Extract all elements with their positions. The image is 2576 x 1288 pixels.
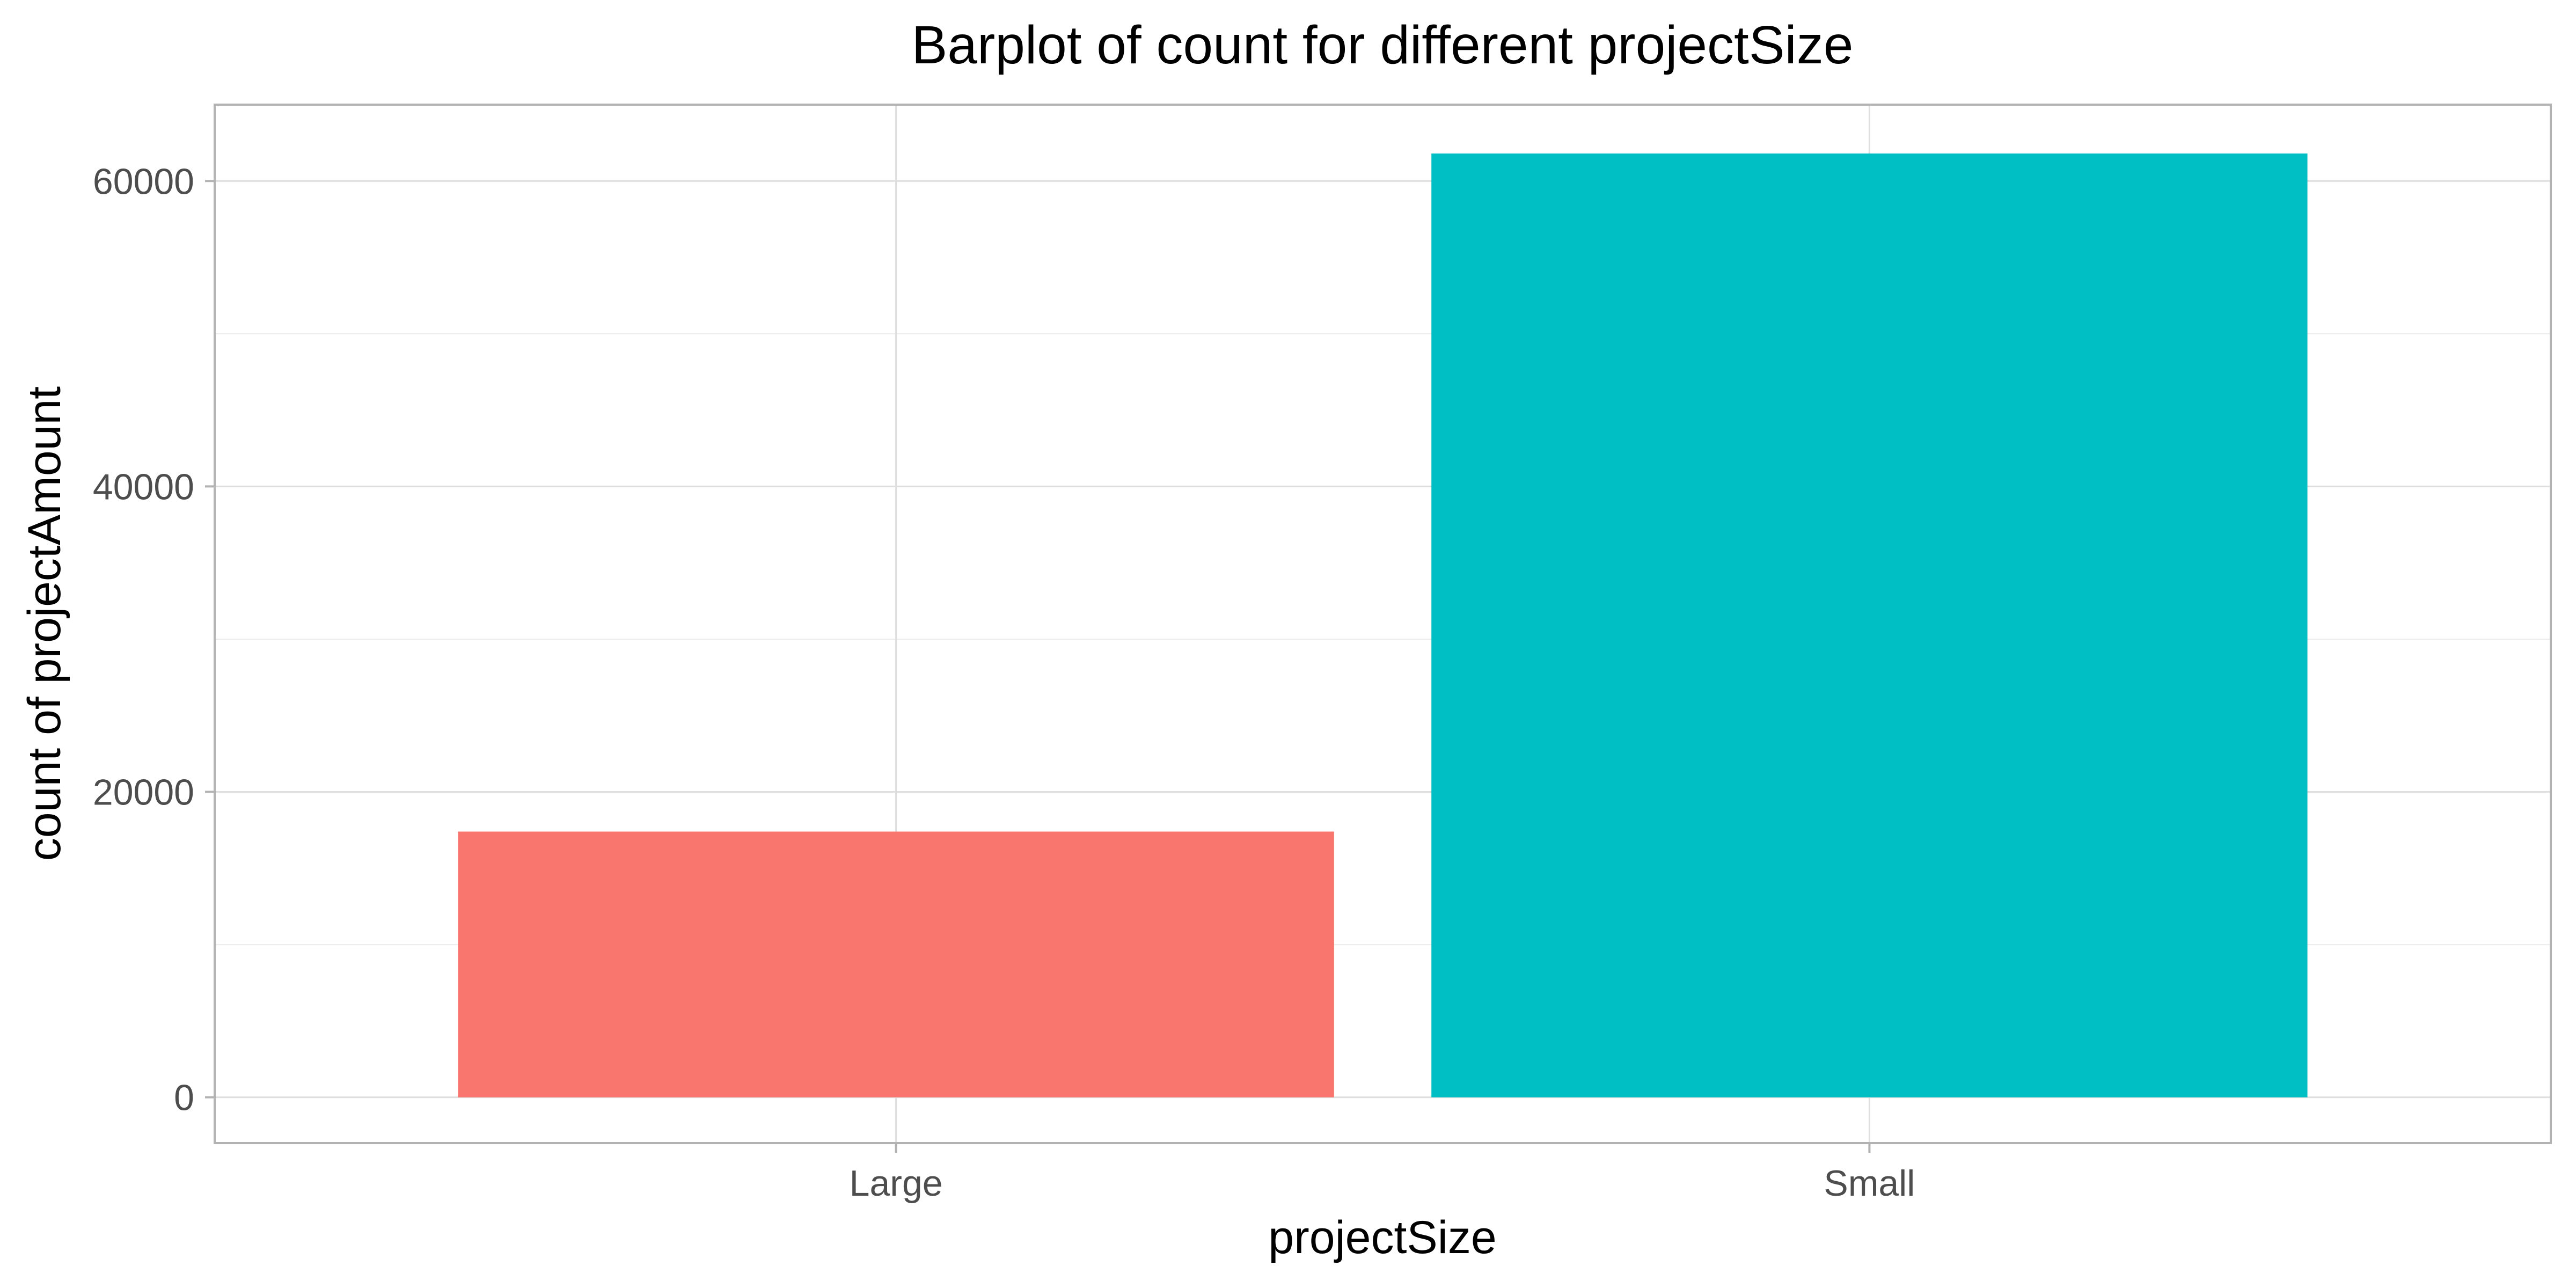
bar-large <box>458 831 1334 1097</box>
y-tick-label: 0 <box>174 1078 194 1118</box>
x-tick-label: Large <box>850 1163 943 1204</box>
axis-ticks <box>205 180 1871 1153</box>
chart-title: Barplot of count for different projectSi… <box>912 15 1854 75</box>
plot-panel-border <box>214 104 2552 1144</box>
bar-small <box>1431 153 2308 1097</box>
x-axis-title: projectSize <box>1268 1212 1496 1263</box>
y-tick-label: 20000 <box>93 772 194 813</box>
y-axis-title: count of projectAmount <box>19 386 70 861</box>
bars <box>458 153 2308 1097</box>
y-tick-label: 60000 <box>93 161 194 202</box>
tick-labels: 0 20000 40000 60000 Large Small <box>93 161 1915 1204</box>
y-tick-label: 40000 <box>93 466 194 507</box>
x-tick-label: Small <box>1824 1163 1915 1204</box>
